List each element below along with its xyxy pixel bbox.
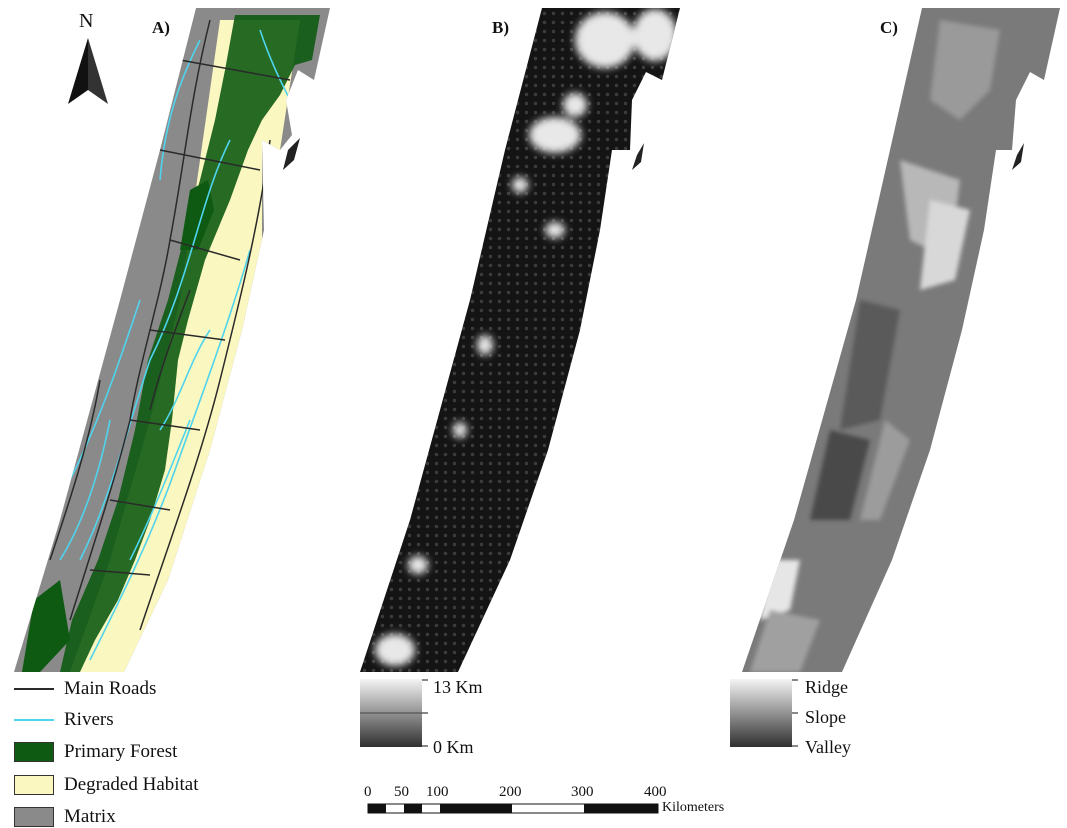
- coastal-islet: [632, 143, 644, 170]
- scale-tick-label: 100: [426, 784, 449, 800]
- distance-highlights: [375, 9, 677, 666]
- north-arrow-icon: [68, 38, 108, 104]
- degraded-habitat-swatch-icon: [14, 775, 54, 795]
- terrain-ridges: [750, 20, 1000, 672]
- panel-label-a: A): [152, 18, 170, 37]
- legend-item-primary-forest: Primary Forest: [14, 741, 177, 763]
- panel-label-c: C): [880, 18, 898, 37]
- main-roads-network: [49, 19, 291, 631]
- legend-item-degraded-habitat: Degraded Habitat: [14, 774, 199, 796]
- scale-tick-label: 300: [571, 784, 594, 800]
- terrain-ramp-middle-label: Slope: [805, 707, 847, 727]
- coastal-islet: [283, 138, 300, 170]
- legend-label: Degraded Habitat: [64, 774, 199, 795]
- distance-ramp-top-label: 13 Km: [433, 677, 483, 697]
- legend-label: Rivers: [64, 709, 114, 730]
- primary-forest-area: [60, 15, 320, 672]
- scale-unit-label: Kilometers: [662, 800, 725, 815]
- scale-tick-label: 50: [394, 784, 409, 800]
- legend-label: Primary Forest: [64, 741, 178, 762]
- distance-background: [360, 8, 680, 672]
- legend-label: Main Roads: [64, 678, 157, 699]
- main-roads-line-icon: [14, 679, 54, 699]
- terrain-ramp-bottom-label: Valley: [805, 737, 851, 757]
- panel-label-b: B): [492, 18, 509, 37]
- scale-tick-label: 0: [364, 784, 372, 800]
- legend-item-rivers: Rivers: [14, 709, 114, 731]
- land-cover-map: [14, 8, 330, 672]
- terrain-ramp-top-label: Ridge: [805, 677, 848, 697]
- north-label: N: [79, 10, 94, 32]
- terrain-map: [742, 8, 1060, 672]
- distance-ramp-bottom-label: 0 Km: [433, 737, 474, 757]
- matrix-swatch-icon: [14, 807, 54, 827]
- coastal-islet: [1012, 143, 1024, 170]
- scale-tick-label: 200: [499, 784, 522, 800]
- scale-tick-label: 400: [644, 784, 667, 800]
- rivers-line-icon: [14, 710, 54, 730]
- legend-label: Matrix: [64, 806, 116, 827]
- legend-item-main-roads: Main Roads: [14, 678, 156, 700]
- primary-forest-patch: [180, 180, 214, 250]
- primary-forest-swatch-icon: [14, 742, 54, 762]
- scale-bar: [367, 803, 659, 814]
- terrain-ramp-bar: [730, 679, 792, 747]
- legend-item-matrix: Matrix: [14, 806, 116, 828]
- distance-map: [360, 8, 680, 672]
